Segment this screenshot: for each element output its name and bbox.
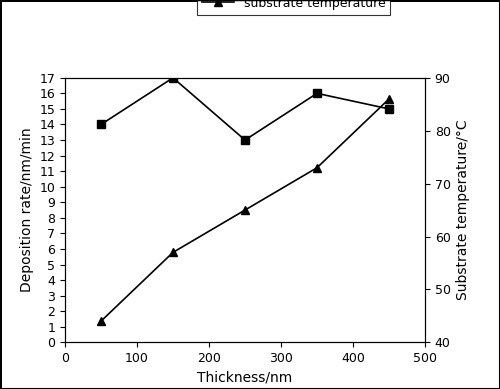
substrate temperature bbox=[242, 208, 248, 212]
Line: substrate temperature: substrate temperature bbox=[97, 95, 393, 325]
substrate temperature bbox=[170, 250, 176, 255]
X-axis label: Thickness/nm: Thickness/nm bbox=[198, 371, 292, 385]
substrate temperature bbox=[386, 96, 392, 101]
deposition rate bbox=[170, 75, 176, 80]
Legend: deposition rate, substrate temperature: deposition rate, substrate temperature bbox=[197, 0, 390, 15]
Y-axis label: Substrate temperature/°C: Substrate temperature/°C bbox=[456, 120, 470, 300]
deposition rate bbox=[314, 91, 320, 96]
Y-axis label: Deposition rate/nm/min: Deposition rate/nm/min bbox=[20, 128, 34, 293]
deposition rate bbox=[98, 122, 104, 127]
substrate temperature bbox=[98, 319, 104, 324]
substrate temperature bbox=[314, 165, 320, 170]
deposition rate bbox=[386, 107, 392, 111]
deposition rate bbox=[242, 138, 248, 142]
Line: deposition rate: deposition rate bbox=[97, 74, 393, 144]
